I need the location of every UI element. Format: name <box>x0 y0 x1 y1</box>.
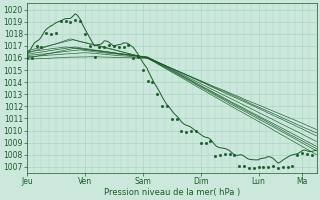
X-axis label: Pression niveau de la mer( hPa ): Pression niveau de la mer( hPa ) <box>104 188 240 197</box>
